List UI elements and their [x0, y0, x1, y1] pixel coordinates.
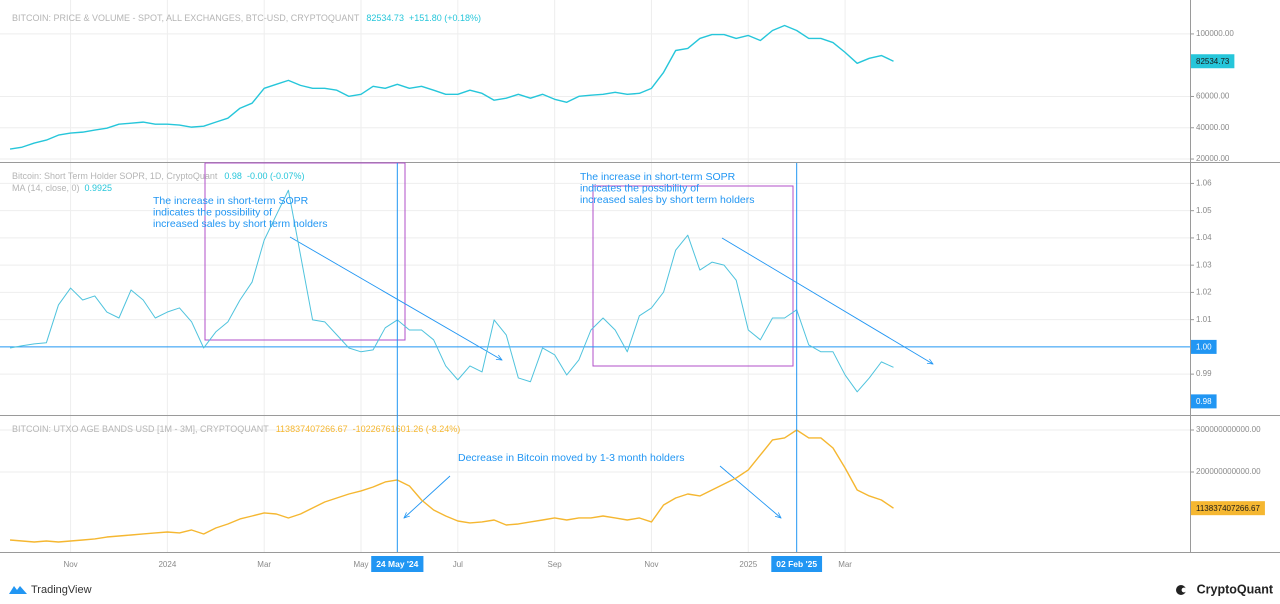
x-tick-label: Nov — [644, 560, 658, 569]
y-tick-label: 1.01 — [1196, 315, 1212, 324]
panel-header: Bitcoin: Short Term Holder SOPR, 1D, Cry… — [12, 171, 304, 181]
annotation-text: increased sales by short term holders — [153, 218, 328, 230]
series-line — [9, 24, 894, 150]
annotation-text: increased sales by short term holders — [580, 194, 755, 206]
y-tick-label: 1.05 — [1196, 206, 1212, 215]
panel-title: Bitcoin: Short Term Holder SOPR, 1D, Cry… — [12, 171, 218, 181]
tradingview-logo: TradingView — [9, 584, 92, 596]
arrow — [719, 465, 781, 518]
header-value: 82534.73 — [366, 13, 404, 23]
footer-right: CryptoQuant — [1197, 582, 1274, 596]
last-value-badge-bg — [1191, 394, 1217, 409]
reference-badge-bg — [1191, 339, 1217, 354]
series-line — [9, 429, 894, 543]
grid-layer — [0, 0, 1190, 552]
annotation-text: indicates the possibility of — [153, 206, 272, 218]
ma-header: MA (14, close, 0) 0.9925 — [12, 183, 112, 193]
series-line — [9, 189, 894, 393]
header-change: -0.00 (-0.07%) — [247, 171, 305, 181]
header-change: +151.80 (+0.18%) — [409, 13, 481, 23]
annotation-text: The increase in short-term SOPR — [153, 195, 309, 207]
last-value-badge: 113837407266.67 — [1196, 504, 1260, 513]
y-tick-label: 300000000000.00 — [1196, 425, 1261, 434]
annotation-text: Decrease in Bitcoin moved by 1-3 month h… — [458, 452, 684, 464]
cryptoquant-logo: CryptoQuant — [1176, 582, 1274, 596]
x-tick-label: 02 Feb '25 — [776, 559, 817, 569]
x-tick-label: Sep — [548, 560, 563, 569]
y-tick-label: 0.99 — [1196, 369, 1212, 378]
reference-badge: 1.00 — [1196, 343, 1212, 352]
footer-left: TradingView — [31, 584, 92, 596]
y-tick-label: 1.02 — [1196, 288, 1212, 297]
header-value: 0.98 — [224, 171, 242, 181]
annotation-text: indicates the possibility of — [580, 182, 699, 194]
ma-label: MA (14, close, 0) — [12, 183, 80, 193]
x-tick-label: 2024 — [158, 560, 176, 569]
ma-value: 0.9925 — [85, 183, 113, 193]
y-tick-label: 1.03 — [1196, 260, 1212, 269]
last-value-badge-bg — [1191, 54, 1235, 69]
arrow — [721, 237, 933, 364]
x-tick-label: Nov — [63, 560, 77, 569]
panel-header: BITCOIN: PRICE & VOLUME - SPOT, ALL EXCH… — [12, 13, 481, 23]
date-badge-bg — [371, 556, 424, 572]
last-value-badge: 82534.73 — [1196, 57, 1230, 66]
header-change: -10226761601.26 (-8.24%) — [353, 424, 461, 434]
x-tick-label: Mar — [257, 560, 271, 569]
y-tick-label: 200000000000.00 — [1196, 467, 1261, 476]
last-value-badge: 0.98 — [1196, 397, 1212, 406]
x-tick-label: Jul — [453, 560, 463, 569]
x-tick-label: May — [353, 560, 368, 569]
y-tick-label: 60000.00 — [1196, 92, 1230, 101]
highlight-box — [204, 162, 406, 341]
x-tick-label: Mar — [838, 560, 852, 569]
x-tick-label: 24 May '24 — [376, 559, 418, 569]
header-value: 113837407266.67 — [276, 424, 348, 434]
date-badge-bg — [771, 556, 823, 572]
y-tick-label: 1.04 — [1196, 233, 1212, 242]
y-tick-label: 40000.00 — [1196, 123, 1230, 132]
last-value-badge-bg — [1191, 501, 1265, 516]
panel-title: BITCOIN: PRICE & VOLUME - SPOT, ALL EXCH… — [12, 13, 360, 23]
x-tick-label: 2025 — [739, 560, 757, 569]
panel-title: BITCOIN: UTXO AGE BANDS USD [1M - 3M], C… — [12, 424, 269, 434]
panel-header: BITCOIN: UTXO AGE BANDS USD [1M - 3M], C… — [12, 424, 460, 434]
annotation-text: The increase in short-term SOPR — [580, 171, 736, 183]
y-tick-label: 20000.00 — [1196, 154, 1230, 163]
y-tick-label: 100000.00 — [1196, 29, 1234, 38]
highlight-box — [592, 185, 794, 367]
arrow — [289, 236, 502, 360]
y-tick-label: 1.06 — [1196, 179, 1212, 188]
arrow — [404, 475, 451, 518]
